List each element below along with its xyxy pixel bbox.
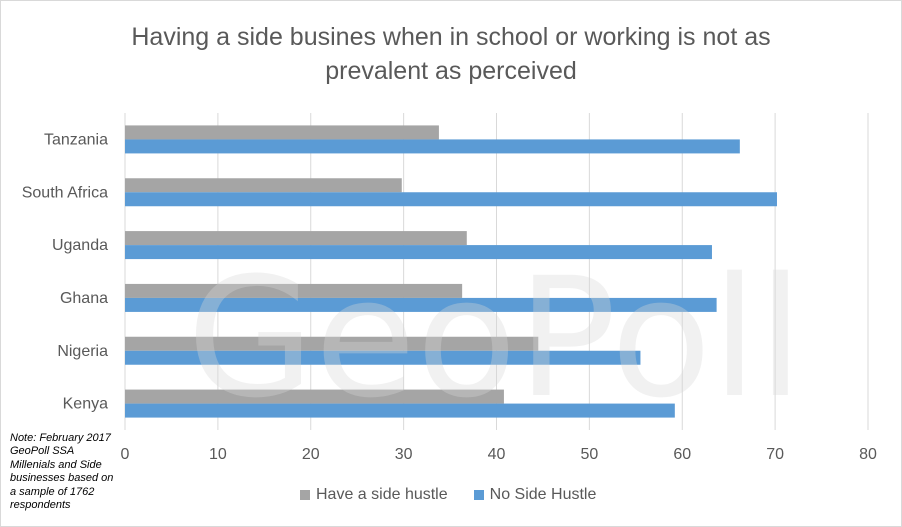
x-tick-label: 70 [766, 446, 784, 463]
category-label: Tanzania [44, 131, 108, 148]
legend-swatch-have-side-hustle [300, 490, 310, 500]
x-tick-label: 10 [209, 446, 227, 463]
legend-label-no-side-hustle: No Side Hustle [489, 486, 597, 503]
legend: Have a side hustle No Side Hustle [300, 486, 622, 504]
chart-title: Having a side busines when in school or … [131, 23, 771, 85]
bar-have-side-hustle [125, 178, 402, 193]
category-label: Kenya [63, 396, 108, 413]
gridlines [124, 113, 869, 430]
x-tick-label: 30 [395, 446, 413, 463]
bar-no-side-hustle [125, 192, 777, 207]
x-tick-label: 60 [673, 446, 691, 463]
bars [125, 125, 777, 418]
bar-no-side-hustle [125, 403, 675, 418]
watermark-text: GeoPoll [187, 242, 804, 434]
x-tick-labels: 0 10 20 30 40 50 60 70 80 [121, 446, 877, 463]
chart-note: Note: February 2017 GeoPoll SSA Millenia… [10, 432, 114, 512]
x-tick-label: 20 [302, 446, 320, 463]
bar-have-side-hustle [125, 125, 439, 140]
x-tick-label: 80 [859, 446, 877, 463]
watermark: GeoPoll [187, 242, 804, 434]
category-label: Ghana [60, 290, 108, 307]
legend-item-no-side-hustle: No Side Hustle [473, 486, 597, 504]
category-labels: Tanzania South Africa Uganda Ghana Nigeria Ke… [22, 131, 108, 412]
bar-no-side-hustle [125, 139, 740, 154]
legend-item-have-side-hustle: Have a side hustle [300, 486, 448, 504]
legend-label-have-side-hustle: Have a side hustle [316, 486, 448, 503]
x-tick-label: 50 [580, 446, 598, 463]
bar-have-side-hustle [125, 389, 504, 404]
legend-swatch-no-side-hustle [473, 490, 484, 500]
bar-no-side-hustle [125, 297, 717, 312]
bar-no-side-hustle [125, 350, 641, 365]
x-tick-label: 0 [121, 446, 130, 463]
bar-have-side-hustle [125, 283, 463, 298]
category-label: Uganda [52, 237, 108, 254]
x-tick-label: 40 [488, 446, 506, 463]
bar-no-side-hustle [125, 245, 712, 260]
category-label: Nigeria [57, 343, 108, 360]
category-label: South Africa [22, 184, 108, 201]
bar-have-side-hustle [125, 336, 539, 351]
bar-have-side-hustle [125, 231, 467, 246]
